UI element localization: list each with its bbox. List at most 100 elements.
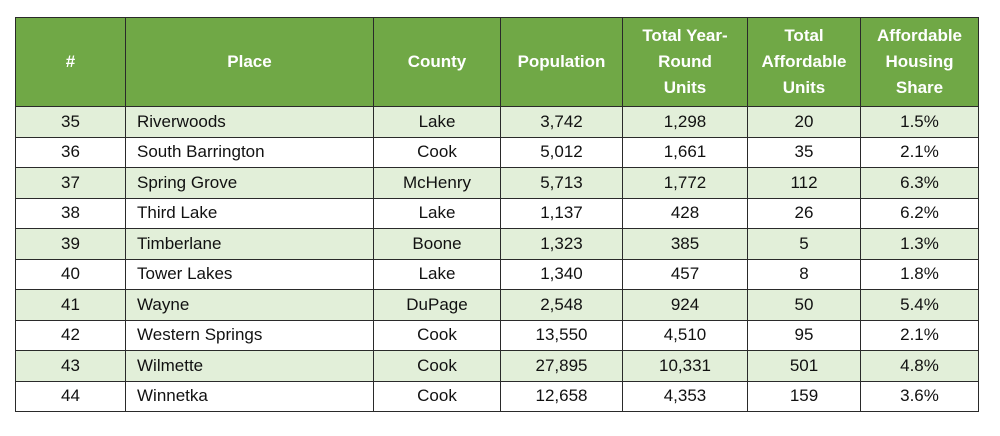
table-cell: South Barrington [125,136,374,168]
table-cell: Cook [373,350,501,382]
table-cell: 1,137 [500,197,623,229]
table-cell: 4.8% [860,350,979,382]
header-text: Units [663,78,707,97]
header-cell: Total Affordable Units [747,17,861,107]
table-cell: 35 [15,106,126,138]
header-cell: Place [125,17,374,107]
table-cell: 38 [15,197,126,229]
table-cell: 20 [747,106,861,138]
table-cell: Third Lake [125,197,374,229]
table-cell: Western Springs [125,319,374,351]
header-cell: County [373,17,501,107]
table-row: 39 Timberlane Boone 1,323 385 5 1.3% [15,228,979,260]
table-row: 42 Western Springs Cook 13,550 4,510 95 2.1% [15,319,979,351]
table-cell: Wilmette [125,350,374,382]
header-text: Units [782,78,826,97]
table-cell: Timberlane [125,228,374,260]
table-cell: 5 [747,228,861,260]
table-row: 36 South Barrington Cook 5,012 1,661 35 2.1% [15,136,979,168]
table-cell: 26 [747,197,861,229]
table-cell: 4,353 [622,380,748,412]
table-cell: 2.1% [860,319,979,351]
header-text: Place [227,52,272,71]
table-cell: 40 [15,258,126,290]
table-cell: 36 [15,136,126,168]
table-cell: 10,331 [622,350,748,382]
table-cell: McHenry [373,167,501,199]
table-row: 38 Third Lake Lake 1,137 428 26 6.2% [15,197,979,229]
table-row: 40 Tower Lakes Lake 1,340 457 8 1.8% [15,258,979,290]
table-cell: 42 [15,319,126,351]
header-cell: Population [500,17,623,107]
table-cell: 6.3% [860,167,979,199]
table-cell: 41 [15,289,126,321]
table-cell: Wayne [125,289,374,321]
data-table: # Place County Population Total Year- Round Un… [15,17,979,412]
table-row: 44 Winnetka Cook 12,658 4,353 159 3.6% [15,380,979,412]
table-cell: 2.1% [860,136,979,168]
header-cell: Total Year- Round Units [622,17,748,107]
table-cell: 3,742 [500,106,623,138]
table-cell: 1.5% [860,106,979,138]
table-cell: 385 [622,228,748,260]
table-cell: 1.8% [860,258,979,290]
table-cell: 39 [15,228,126,260]
table-cell: 5,012 [500,136,623,168]
table-row: 37 Spring Grove McHenry 5,713 1,772 112 6.3% [15,167,979,199]
table-cell: 1,772 [622,167,748,199]
table-cell: 4,510 [622,319,748,351]
table-cell: Cook [373,380,501,412]
table-cell: Lake [373,258,501,290]
header-cell: Affordable Housing Share [860,17,979,107]
table-cell: 37 [15,167,126,199]
table-cell: 1,661 [622,136,748,168]
header-text: Affordable [877,26,962,45]
header-text: County [407,52,467,71]
header-text: Affordable [761,52,847,71]
header-text: Population [517,52,606,71]
table-body: 35 Riverwoods Lake 3,742 1,298 20 1.5% 36 South … [15,106,979,412]
header-row: # Place County Population Total Year- Round Un… [15,17,979,107]
header-text: Total [784,26,824,45]
table-cell: 44 [15,380,126,412]
table-cell: 13,550 [500,319,623,351]
table-row: 35 Riverwoods Lake 3,742 1,298 20 1.5% [15,106,979,138]
table-cell: 1,298 [622,106,748,138]
table-row: 41 Wayne DuPage 2,548 924 50 5.4% [15,289,979,321]
table-cell: Tower Lakes [125,258,374,290]
table-cell: 50 [747,289,861,321]
table-cell: 12,658 [500,380,623,412]
table-cell: 159 [747,380,861,412]
table-cell: Cook [373,319,501,351]
table-cell: 457 [622,258,748,290]
table-cell: 35 [747,136,861,168]
table-cell: Boone [373,228,501,260]
table-cell: 43 [15,350,126,382]
table-cell: 501 [747,350,861,382]
header-text: Housing [885,52,954,71]
table-cell: Riverwoods [125,106,374,138]
header-text: Round [658,52,712,71]
table-cell: Lake [373,106,501,138]
table-cell: 1,323 [500,228,623,260]
table-cell: 1,340 [500,258,623,290]
header-text: # [65,52,76,71]
table-cell: 5,713 [500,167,623,199]
table-cell: 27,895 [500,350,623,382]
header-text: Share [895,78,944,97]
table-cell: Lake [373,197,501,229]
table-row: 43 Wilmette Cook 27,895 10,331 501 4.8% [15,350,979,382]
table-cell: 95 [747,319,861,351]
table-cell: 3.6% [860,380,979,412]
header-text: Total Year- [642,26,728,45]
table-cell: 6.2% [860,197,979,229]
table-cell: Spring Grove [125,167,374,199]
table-cell: 8 [747,258,861,290]
table-cell: 5.4% [860,289,979,321]
table-cell: 428 [622,197,748,229]
table-cell: 2,548 [500,289,623,321]
table-cell: 1.3% [860,228,979,260]
table-cell: 112 [747,167,861,199]
table-cell: DuPage [373,289,501,321]
